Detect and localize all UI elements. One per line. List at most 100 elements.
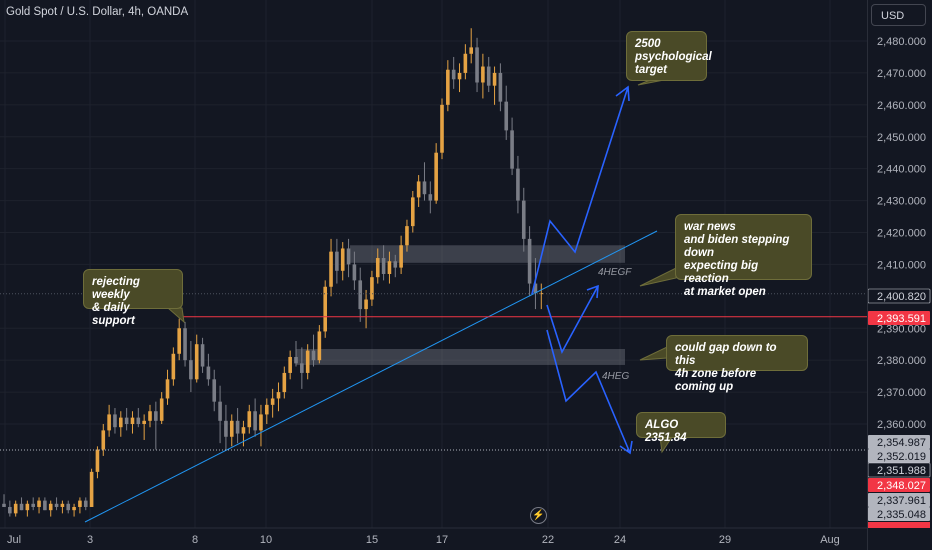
candle <box>475 47 479 83</box>
candle <box>387 261 392 274</box>
y-tick-label: 2,390.000 <box>877 323 926 335</box>
candle <box>270 398 275 405</box>
candle <box>364 299 368 310</box>
zone-label-4heg: 4HEG <box>602 371 630 382</box>
price-label-box-partial <box>868 522 930 528</box>
candle <box>60 503 65 507</box>
candle <box>428 194 433 201</box>
price-label-box <box>868 311 930 325</box>
price-label-box <box>867 288 931 304</box>
y-tick-label: 2,480.000 <box>877 36 926 48</box>
currency-button[interactable]: USD <box>871 4 926 26</box>
price-label-box <box>867 462 931 478</box>
candle <box>451 69 456 80</box>
y-tick-label: 2,470.000 <box>877 68 926 80</box>
y-tick-label: 2,360.000 <box>877 419 926 431</box>
callout-war-news: war news and biden stepping down expecti… <box>675 214 812 298</box>
candle <box>130 417 135 424</box>
candle <box>265 404 269 415</box>
candle <box>259 414 263 431</box>
price-label: 2,348.027 <box>877 480 926 492</box>
candle <box>154 411 158 421</box>
price-axis[interactable] <box>867 0 932 550</box>
candle <box>72 506 76 511</box>
price-label-box <box>868 493 930 507</box>
candle <box>399 245 403 268</box>
candle <box>323 286 327 332</box>
x-tick-label: 17 <box>436 534 448 546</box>
candle <box>37 500 41 507</box>
arrow-path-mid <box>546 285 599 355</box>
candle <box>510 130 514 169</box>
x-tick-label: 3 <box>87 534 93 546</box>
candle <box>183 328 187 361</box>
candle <box>54 503 59 507</box>
candle <box>218 401 222 421</box>
y-tick-label: 2,430.000 <box>877 196 926 208</box>
candle <box>393 261 398 268</box>
candle <box>13 503 18 514</box>
price-label-box <box>868 478 930 492</box>
callout-algo-target: ALGO 2351.84 <box>636 412 726 444</box>
candle <box>194 344 199 380</box>
candle <box>177 328 181 354</box>
candle <box>288 356 292 373</box>
candle <box>492 72 497 86</box>
candle <box>405 226 409 246</box>
x-tick-label: Aug <box>820 534 840 546</box>
candle <box>95 449 100 472</box>
candle <box>469 47 473 54</box>
candle <box>300 363 304 373</box>
price-label: 2,354.987 <box>877 437 926 449</box>
price-label-box <box>868 507 930 521</box>
candle <box>119 417 123 428</box>
x-tick-label: 10 <box>260 534 272 546</box>
candle <box>241 427 246 434</box>
candle <box>78 500 82 507</box>
candle <box>340 248 345 271</box>
price-label: 2,400.820 <box>877 291 926 303</box>
candle <box>8 506 12 514</box>
candle <box>66 503 71 511</box>
candle <box>247 411 252 428</box>
trendline <box>84 230 658 523</box>
arrowhead-up <box>615 85 630 102</box>
callout-rejecting-support: rejecting weekly & daily support <box>83 269 183 327</box>
candle <box>411 197 415 227</box>
symbol-title: Gold Spot / U.S. Dollar, 4h, OANDA <box>6 6 189 18</box>
candle <box>171 353 176 380</box>
candle <box>19 503 24 511</box>
candle <box>329 251 333 287</box>
candle <box>481 66 485 83</box>
candle <box>124 417 129 424</box>
candle <box>440 104 444 153</box>
candle <box>305 350 310 373</box>
price-label: 2,393.591 <box>877 313 926 325</box>
zone-4heg <box>296 348 625 365</box>
candle <box>148 411 152 421</box>
candle <box>48 503 53 511</box>
candle <box>335 251 339 271</box>
candle <box>446 69 450 105</box>
callout-gap-down: could gap down to this 4h zone before co… <box>666 335 808 393</box>
price-label: 2,335.048 <box>877 509 926 521</box>
candle <box>43 500 47 511</box>
candle <box>422 181 427 195</box>
candle <box>521 200 526 239</box>
candle <box>235 420 240 434</box>
candle <box>224 420 228 437</box>
price-label-box <box>868 449 930 463</box>
candle <box>165 379 170 399</box>
flash-icon[interactable]: ⚡ <box>530 507 547 524</box>
price-label: 2,351.988 <box>877 465 926 477</box>
arrow-path-up <box>531 86 629 295</box>
candle <box>136 417 141 424</box>
candle <box>229 420 234 437</box>
candle <box>212 379 217 402</box>
candle <box>83 500 88 507</box>
y-tick-label: 2,410.000 <box>877 259 926 271</box>
candle <box>282 372 287 393</box>
callout-psych-target: 2500 psychological target <box>626 31 712 81</box>
y-tick-label: 2,450.000 <box>877 132 926 144</box>
